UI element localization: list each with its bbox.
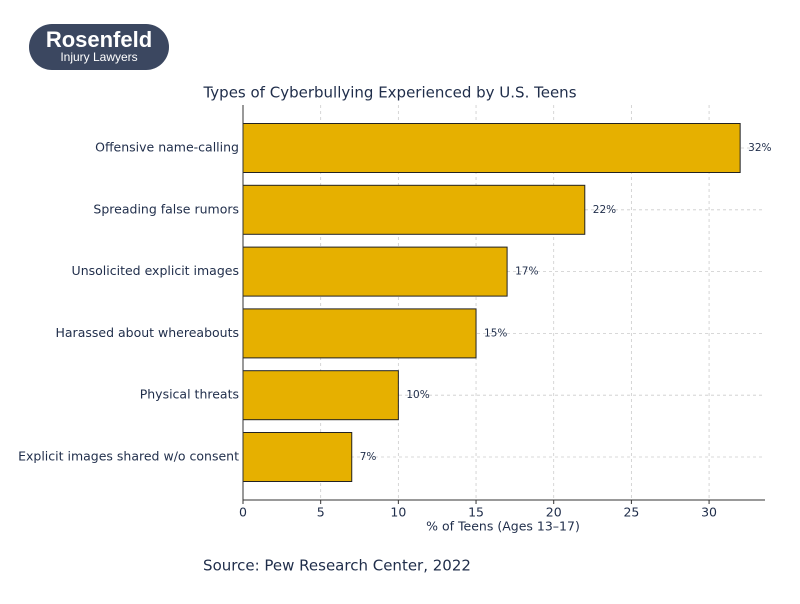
bar: [242, 308, 477, 359]
logo-tagline: Injury Lawyers: [60, 50, 137, 64]
value-label: 7%: [360, 451, 377, 463]
bar: [242, 184, 586, 235]
y-tick-label: Harassed about whereabouts: [56, 325, 240, 340]
x-tick-label: 30: [701, 505, 717, 520]
bar: [242, 432, 353, 482]
bar: [242, 246, 508, 297]
bar: [242, 370, 399, 421]
y-tick-label: Explicit images shared w/o consent: [18, 449, 239, 464]
x-tick-label: 15: [468, 505, 484, 520]
x-tick-label: 5: [317, 505, 325, 520]
y-tick-label: Unsolicited explicit images: [72, 263, 239, 278]
y-tick-label: Spreading false rumors: [93, 201, 239, 216]
value-label: 32%: [748, 142, 771, 154]
value-label: 10%: [406, 389, 429, 401]
bar: [242, 123, 741, 173]
value-label: 15%: [484, 327, 507, 339]
value-label: 22%: [593, 204, 616, 216]
chart-title: Types of Cyberbullying Experienced by U.…: [202, 84, 576, 102]
source-note: Source: Pew Research Center, 2022: [203, 557, 471, 575]
y-tick-label: Physical threats: [140, 387, 239, 402]
x-tick-label: 10: [390, 505, 406, 520]
x-axis-label: % of Teens (Ages 13–17): [426, 519, 580, 534]
logo-badge: [29, 24, 169, 70]
x-tick-label: 25: [623, 505, 639, 520]
x-tick-label: 0: [239, 505, 247, 520]
x-tick-label: 20: [546, 505, 562, 520]
value-label: 17%: [515, 266, 538, 278]
logo-name: Rosenfeld: [46, 27, 152, 52]
y-tick-label: Offensive name-calling: [95, 140, 239, 155]
